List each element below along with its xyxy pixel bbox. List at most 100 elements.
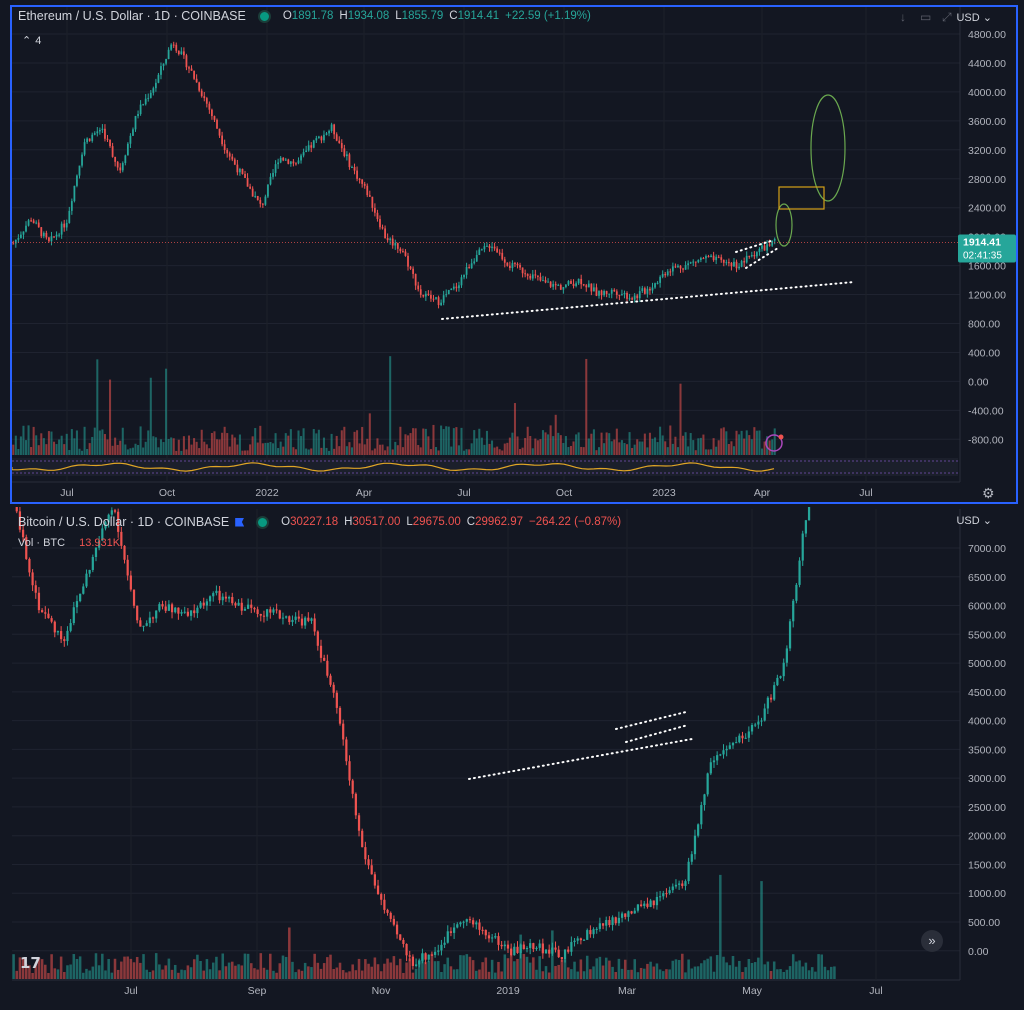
volume-bar bbox=[58, 439, 61, 455]
btc-currency-select[interactable]: USD ⌄ bbox=[956, 515, 992, 527]
volume-bar bbox=[376, 438, 379, 455]
volume-bar bbox=[674, 959, 678, 979]
candle-body bbox=[707, 256, 710, 258]
volume-bar bbox=[50, 954, 53, 979]
candle-body bbox=[703, 794, 706, 806]
candle-body bbox=[760, 720, 763, 722]
candle-body bbox=[330, 124, 333, 131]
tradingview-logo[interactable]: 17 bbox=[20, 954, 41, 972]
candle-body bbox=[114, 156, 117, 162]
fullscreen-icon[interactable]: ⤢ bbox=[942, 10, 952, 24]
eth-currency-select[interactable]: USD ⌄ bbox=[956, 12, 992, 24]
eth-chart-pane[interactable]: 4800.00 4400.00 4000.00 3600.00 3200.00 2800.… bbox=[0, 0, 1024, 507]
candle-body bbox=[437, 950, 440, 952]
candle-body bbox=[384, 228, 386, 239]
volume-bar bbox=[59, 956, 63, 979]
volume-bar bbox=[93, 427, 96, 455]
candle-body bbox=[557, 284, 560, 286]
candle-body bbox=[756, 252, 758, 257]
volume-bar bbox=[595, 450, 598, 455]
volume-bar bbox=[350, 447, 353, 455]
candle-body bbox=[167, 604, 170, 611]
volume-bar bbox=[552, 436, 555, 455]
candle-body bbox=[199, 602, 202, 608]
volume-bar bbox=[278, 963, 282, 979]
price-tick-label: 2800.00 bbox=[968, 174, 1006, 186]
volume-bar bbox=[312, 429, 315, 455]
btc-symbol-title[interactable]: Bitcoin / U.S. Dollar · 1D · COINBASE bbox=[18, 515, 230, 529]
volume-bar bbox=[424, 428, 427, 455]
candle-body bbox=[386, 909, 389, 913]
volume-bar bbox=[266, 442, 269, 455]
volume-bar bbox=[56, 969, 60, 979]
candle-body bbox=[193, 70, 195, 79]
candle-body bbox=[699, 258, 702, 260]
volume-bar bbox=[592, 429, 595, 455]
volume-bar bbox=[669, 425, 672, 455]
volume-bar bbox=[557, 432, 560, 455]
candle-body bbox=[236, 164, 239, 173]
candle-body bbox=[414, 964, 418, 966]
time-tick-label: Jul bbox=[60, 487, 73, 499]
btc-chart-canvas[interactable]: 7000.00 6500.00 6000.00 5500.00 5000.00 4500.… bbox=[0, 507, 1024, 1010]
volume-bar bbox=[320, 447, 323, 455]
volume-bar bbox=[564, 436, 567, 455]
arrow-down-icon[interactable]: ↓ bbox=[900, 10, 906, 24]
volume-bar bbox=[367, 963, 370, 979]
volume-bar bbox=[173, 964, 177, 979]
volume-bar bbox=[516, 958, 519, 979]
candle-body bbox=[91, 134, 94, 141]
candle-body bbox=[560, 957, 563, 960]
candle-body bbox=[70, 201, 73, 211]
candle-body bbox=[445, 294, 448, 296]
candle-body bbox=[412, 268, 414, 274]
volume-bar bbox=[137, 445, 140, 455]
volume-bar bbox=[243, 953, 247, 979]
candle-body bbox=[513, 946, 516, 956]
btc-chart-pane[interactable]: 7000.00 6500.00 6000.00 5500.00 5000.00 4500.… bbox=[0, 507, 1024, 1010]
candle-body bbox=[363, 183, 366, 186]
volume-bar bbox=[608, 433, 611, 455]
eth-chart-canvas[interactable]: 4800.004400.004000.003600.003200.002800.… bbox=[0, 0, 1024, 507]
flag-icon[interactable] bbox=[235, 517, 245, 527]
candle-body bbox=[208, 596, 212, 602]
candle-body bbox=[621, 294, 623, 296]
candle-body bbox=[291, 619, 294, 623]
candle-body bbox=[501, 252, 504, 260]
candle-body bbox=[722, 750, 725, 755]
volume-bar bbox=[196, 954, 199, 979]
volume-bar bbox=[614, 972, 618, 979]
price-tick-label: 2000.00 bbox=[968, 831, 1006, 843]
volume-bar bbox=[186, 965, 190, 979]
candle-body bbox=[259, 613, 262, 616]
candle-body bbox=[754, 724, 757, 726]
volume-bar bbox=[12, 954, 15, 979]
time-tick-label: Jul bbox=[457, 487, 470, 499]
volume-bar bbox=[274, 433, 277, 455]
scroll-forward-icon[interactable]: » bbox=[921, 930, 943, 952]
candle-body bbox=[244, 173, 246, 178]
volume-bar bbox=[202, 970, 206, 979]
eth-symbol-title[interactable]: Ethereum / U.S. Dollar · 1D · COINBASE bbox=[18, 9, 246, 23]
candle-body bbox=[139, 620, 142, 627]
volume-bar bbox=[185, 449, 188, 455]
candle-body bbox=[307, 617, 310, 621]
volume-bar bbox=[500, 971, 503, 979]
volume-bar bbox=[513, 961, 516, 979]
settings-icon[interactable]: ⚙ bbox=[982, 485, 995, 501]
candle-body bbox=[180, 51, 183, 55]
candle-body bbox=[345, 739, 348, 762]
minimize-icon[interactable]: ▭ bbox=[920, 10, 932, 24]
volume-bar bbox=[338, 446, 341, 455]
candle-body bbox=[139, 104, 142, 114]
candle-body bbox=[744, 737, 747, 739]
candle-body bbox=[37, 222, 40, 228]
indicators-toggle[interactable]: ⌃ 4 bbox=[22, 34, 41, 48]
candle-body bbox=[394, 243, 397, 246]
volume-bar bbox=[592, 966, 595, 979]
volume-bar bbox=[427, 961, 431, 979]
volume-bar bbox=[381, 444, 384, 455]
volume-bar bbox=[147, 430, 150, 455]
volume-bar bbox=[82, 972, 85, 979]
candle-body bbox=[50, 236, 53, 242]
